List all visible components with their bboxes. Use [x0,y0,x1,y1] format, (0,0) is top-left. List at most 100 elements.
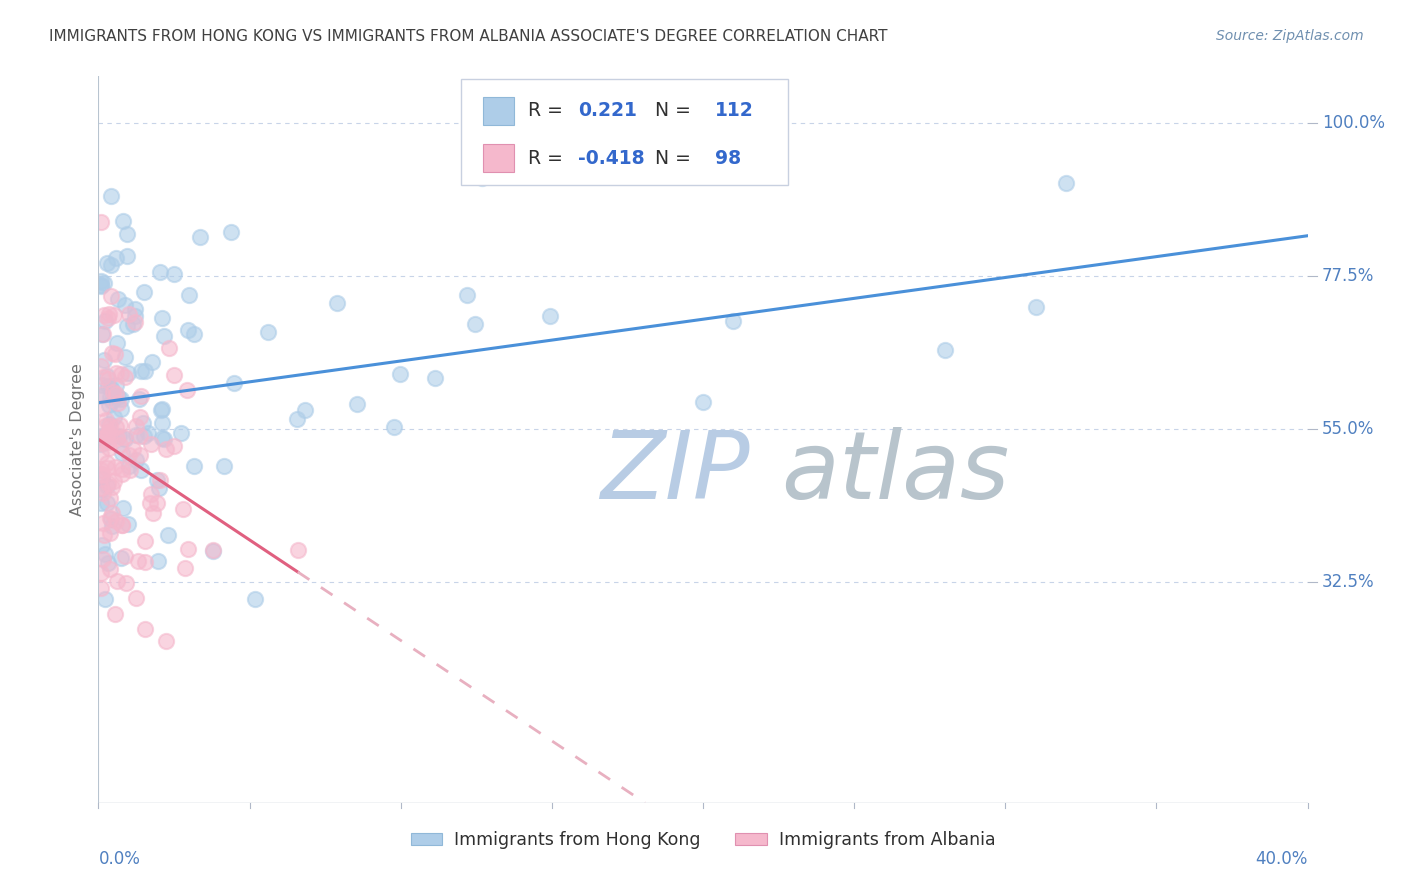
Point [108,429,131,443]
Legend: Immigrants from Hong Kong, Immigrants from Albania: Immigrants from Hong Kong, Immigrants fr… [404,824,1002,856]
Point [105,387,128,401]
Point [177,322,200,336]
Point [287,542,309,557]
Point [96,457,118,471]
FancyBboxPatch shape [461,79,787,185]
Point [150,403,173,417]
Point [285,412,308,426]
Point [90,436,112,450]
Point [124,316,146,330]
Point [115,576,138,591]
Point [172,501,194,516]
Point [91,370,114,384]
Point [134,363,156,377]
Point [177,542,200,557]
Point [98,526,121,541]
Point [107,395,129,409]
Point [134,622,156,636]
Point [124,310,146,324]
Point [125,591,148,605]
Point [117,516,139,531]
Point [96,427,118,442]
Point [90,432,112,446]
Point [163,439,186,453]
Point [471,171,494,186]
Point [183,326,205,341]
Point [103,410,125,425]
Point [90,581,112,595]
Point [103,474,125,488]
Point [179,288,201,302]
Point [90,387,112,401]
Point [94,547,117,561]
Point [138,496,160,510]
Point [100,289,122,303]
Point [146,496,169,510]
Text: N =: N = [655,102,696,120]
Text: Source: ZipAtlas.com: Source: ZipAtlas.com [1216,29,1364,43]
Point [174,561,197,575]
Point [155,633,177,648]
Point [112,430,135,444]
Point [212,458,235,473]
Point [122,318,145,332]
Point [170,426,193,441]
Point [100,394,122,409]
Text: -0.418: -0.418 [578,148,645,168]
Point [346,396,368,410]
Point [107,390,129,404]
Point [90,274,112,288]
Point [90,279,112,293]
Point [111,517,134,532]
Point [114,350,136,364]
Point [91,326,114,341]
Point [456,287,478,301]
Text: R =: R = [527,102,568,120]
Point [96,256,118,270]
Point [326,296,349,310]
Point [118,462,141,476]
Point [389,367,412,381]
Text: R =: R = [527,148,568,168]
Point [90,389,112,403]
Point [90,437,112,451]
Point [100,258,122,272]
Text: IMMIGRANTS FROM HONG KONG VS IMMIGRANTS FROM ALBANIA ASSOCIATE'S DEGREE CORRELAT: IMMIGRANTS FROM HONG KONG VS IMMIGRANTS … [49,29,887,44]
Point [146,474,169,488]
Point [100,512,122,526]
Point [112,214,135,228]
Point [94,419,117,434]
Point [155,442,177,456]
Point [149,265,172,279]
FancyBboxPatch shape [482,97,515,125]
Point [152,329,174,343]
Point [142,506,165,520]
Point [150,401,173,416]
Text: 100.0%: 100.0% [1322,114,1385,132]
Point [141,437,163,451]
Point [111,446,134,460]
Point [111,462,134,476]
Point [104,366,127,380]
Point [105,514,128,528]
Point [124,302,146,317]
Point [98,562,121,576]
Point [104,459,127,474]
Y-axis label: Associate's Degree: Associate's Degree [69,363,84,516]
Point [117,249,139,263]
Point [108,417,131,432]
Point [125,453,148,467]
Point [91,552,114,566]
Point [111,467,134,481]
Point [98,390,121,404]
Point [90,467,112,482]
Point [97,372,120,386]
Point [176,383,198,397]
Point [104,347,127,361]
Point [96,429,118,443]
Point [96,479,118,493]
Point [148,554,170,568]
Point [156,528,179,542]
Point [97,310,120,325]
Point [111,500,134,515]
